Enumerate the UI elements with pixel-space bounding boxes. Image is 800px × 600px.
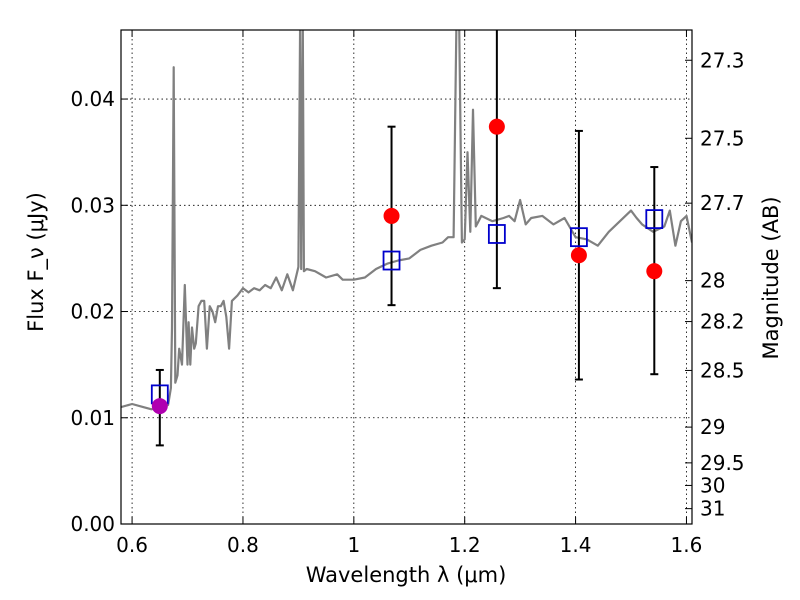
x-tick-label: 1.4 [560, 533, 592, 557]
model-point [570, 227, 588, 248]
observed-point [488, 118, 505, 135]
x-tick-label: 0.6 [116, 533, 148, 557]
observed-point [151, 398, 168, 415]
observed-series [151, 118, 663, 415]
y-tick-label: 0.00 [70, 512, 115, 536]
y-tick-label: 0.03 [70, 193, 115, 217]
observed-point [383, 207, 400, 224]
y-tick-label: 0.04 [70, 87, 115, 111]
x-tick-label: 1.2 [449, 533, 481, 557]
x-tick-label: 0.8 [227, 533, 259, 557]
observed-point [570, 247, 587, 264]
y-tick-label: 0.02 [70, 300, 115, 324]
mag-tick-label: 29 [700, 415, 725, 439]
axis-ticks: 0.6 0.8 1 1.2 1.4 1.6 0.00 0.01 0.02 0.03 0.04 27.3… [70, 30, 745, 557]
magnitude-axis-label: Magnitude (AB) [759, 196, 783, 359]
model-point [487, 224, 506, 244]
mag-tick-label: 28.5 [700, 358, 745, 382]
mag-tick-label: 28.2 [700, 310, 745, 334]
x-tick-label: 1.6 [671, 533, 703, 557]
mag-tick-label: 28 [700, 269, 725, 293]
y-tick-label: 0.01 [70, 406, 115, 430]
model-series [150, 209, 664, 405]
spectrum-line [121, 30, 692, 411]
spectrum-series [121, 30, 692, 411]
x-tick-label: 1 [347, 533, 360, 557]
plot-frame [120, 29, 693, 525]
mag-tick-label: 29.5 [700, 451, 745, 475]
mag-tick-label: 31 [700, 497, 725, 521]
mag-tick-label: 27.7 [700, 191, 745, 215]
x-axis-label: Wavelength λ (μm) [306, 563, 507, 587]
mag-tick-label: 27.3 [700, 48, 745, 72]
observed-point [646, 263, 663, 280]
y-axis-label: Flux F_ν (μJy) [24, 192, 49, 332]
model-point [645, 209, 664, 230]
mag-tick-label: 27.5 [700, 126, 745, 150]
model-point [382, 250, 401, 271]
mag-tick-label: 30 [700, 473, 725, 497]
